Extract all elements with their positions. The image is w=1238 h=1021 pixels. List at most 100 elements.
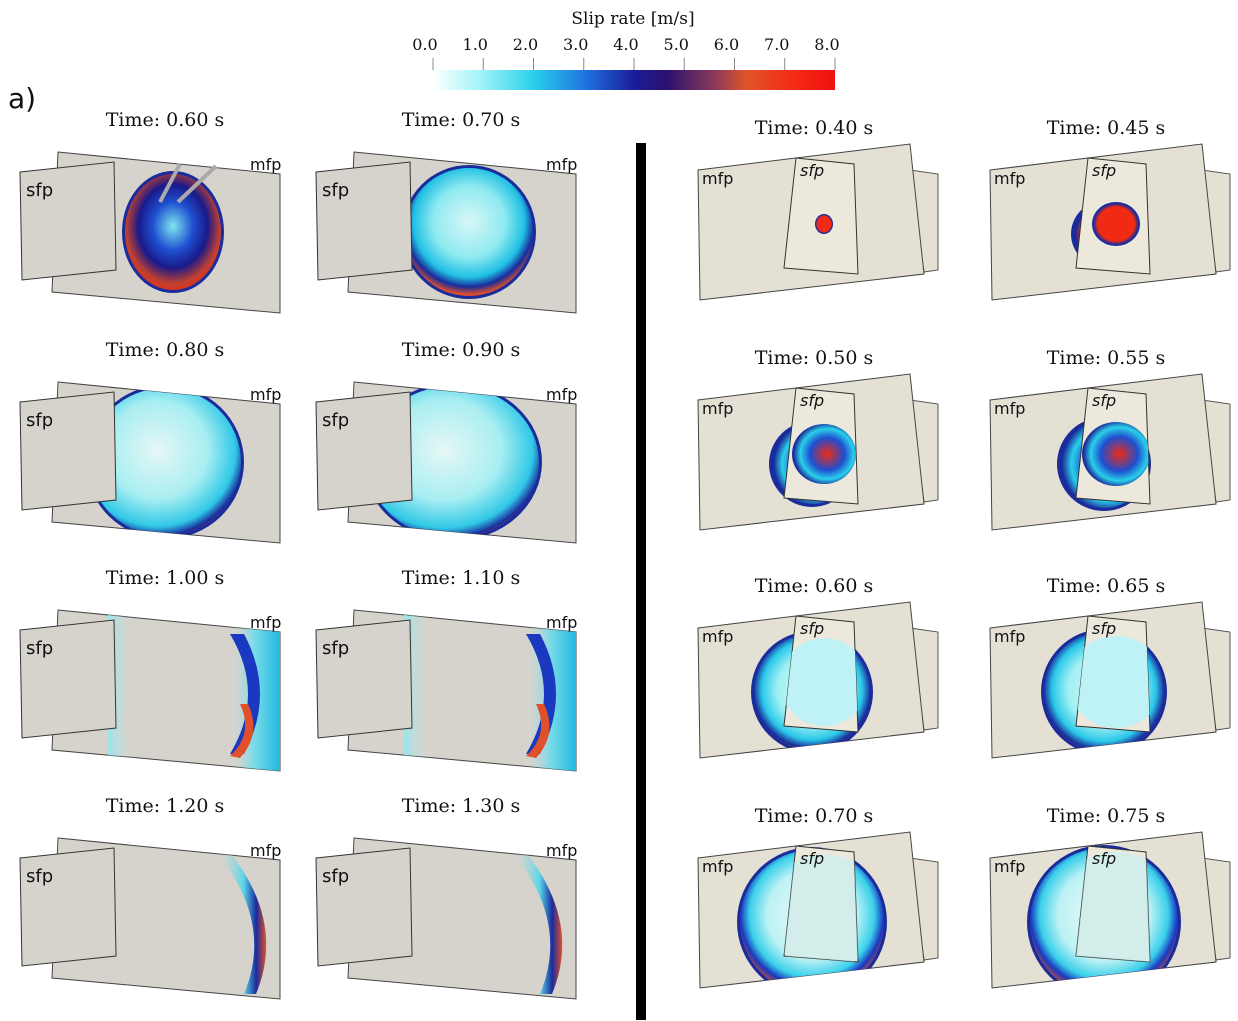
mfp-label: mfp: [546, 385, 577, 404]
snapshot-panel: Time: 0.60 s mfp sfp: [19, 109, 281, 314]
sfp-label: sfp: [322, 866, 349, 887]
mfp-label: mfp: [702, 399, 733, 418]
sfp-rupture: [784, 854, 858, 962]
colorbar-tick-label: 6.0: [714, 35, 739, 54]
snapshot-panel: Time: 1.20 s mfp sfp: [19, 795, 281, 1000]
mfp-label: mfp: [250, 613, 281, 632]
colorbar-tick-label: 8.0: [814, 35, 839, 54]
sfp-rupture: [1076, 852, 1150, 962]
sfp-rupture: [1082, 422, 1150, 486]
snapshot-panel: Time: 0.90 s mfp sfp: [315, 339, 577, 544]
sfp-rupture-area: [784, 854, 858, 962]
sfp-label: sfp: [800, 849, 824, 868]
time-label: Time: 1.00 s: [106, 567, 225, 589]
mfp-label: mfp: [994, 399, 1025, 418]
snapshot-panel: Time: 0.55 s mfp sfp: [989, 347, 1231, 531]
time-label: Time: 0.55 s: [1047, 347, 1166, 369]
colorbar-gradient: [433, 70, 835, 90]
secondary-fault-plane: [315, 161, 413, 281]
sfp-rupture: [815, 214, 833, 234]
sfp-label: sfp: [322, 410, 349, 431]
rupture-area: [125, 174, 221, 290]
mfp-label: mfp: [702, 857, 733, 876]
time-label: Time: 1.10 s: [402, 567, 521, 589]
time-label: Time: 0.65 s: [1047, 575, 1166, 597]
sfp-label: sfp: [26, 180, 53, 201]
snapshot-panel: Time: 0.40 s mfp sfp: [697, 117, 939, 301]
rupture-area: [405, 168, 533, 296]
time-label: Time: 0.70 s: [755, 805, 874, 827]
panel-label: a): [8, 82, 36, 115]
sfp-rupture-area: [1076, 852, 1150, 962]
secondary-fault-plane: [315, 391, 413, 511]
mfp-label: mfp: [250, 385, 281, 404]
rupture-edge-hot: [230, 704, 254, 758]
time-label: Time: 0.60 s: [755, 575, 874, 597]
time-label: Time: 0.50 s: [755, 347, 874, 369]
mfp-label: mfp: [546, 155, 577, 174]
sfp-rupture-area: [784, 638, 858, 726]
rupture-edge: [512, 850, 563, 994]
sfp-label: sfp: [322, 638, 349, 659]
colorbar-tick-label: 0.0: [412, 35, 437, 54]
mfp-label: mfp: [994, 857, 1025, 876]
mfp-label: mfp: [994, 627, 1025, 646]
mfp-label: mfp: [250, 841, 281, 860]
secondary-fault-plane: [19, 847, 117, 967]
snapshot-panel: Time: 1.10 s mfp sfp: [315, 567, 577, 772]
secondary-fault-plane: [315, 619, 413, 739]
sfp-label: sfp: [322, 180, 349, 201]
group-divider: [636, 143, 646, 1020]
mfp-label: mfp: [546, 613, 577, 632]
rupture-front: [512, 850, 563, 994]
sfp-label: sfp: [1092, 619, 1116, 638]
sfp-rupture-area: [1082, 422, 1150, 486]
colorbar-tick-label: 7.0: [764, 35, 789, 54]
snapshot-panel: Time: 0.65 s mfp sfp: [989, 575, 1231, 759]
sfp-label: sfp: [26, 638, 53, 659]
colorbar-tick-label: 5.0: [664, 35, 689, 54]
time-label: Time: 0.70 s: [402, 109, 521, 131]
mfp-label: mfp: [702, 169, 733, 188]
mfp-label: mfp: [994, 169, 1025, 188]
sfp-rupture: [792, 424, 856, 484]
mfp-label: mfp: [702, 627, 733, 646]
sfp-label: sfp: [800, 161, 824, 180]
time-label: Time: 0.45 s: [1047, 117, 1166, 139]
sfp-rupture-area: [792, 424, 856, 484]
sfp-rupture-area: [815, 214, 833, 234]
annotation-arrow: [176, 164, 218, 204]
time-label: Time: 0.75 s: [1047, 805, 1166, 827]
rupture-edge-hot: [526, 704, 550, 758]
mfp-label: mfp: [250, 155, 281, 174]
secondary-fault-plane: [19, 161, 117, 281]
snapshot-panel: Time: 0.70 s mfp sfp: [315, 109, 577, 314]
annotation-arrow: [158, 163, 182, 203]
sfp-label: sfp: [1092, 391, 1116, 410]
rupture-front: [122, 171, 224, 293]
time-label: Time: 1.30 s: [402, 795, 521, 817]
rupture-front: [108, 610, 280, 771]
rupture-front: [216, 850, 267, 994]
snapshot-panel: Time: 0.75 s mfp sfp: [989, 805, 1231, 989]
snapshot-panel: Time: 1.00 s mfp sfp: [19, 567, 281, 772]
snapshot-panel: Time: 1.30 s mfp sfp: [315, 795, 577, 1000]
rupture-edge: [216, 850, 267, 994]
rupture-front: [402, 165, 536, 299]
sfp-label: sfp: [1092, 161, 1116, 180]
snapshot-panel: Time: 0.70 s mfp sfp: [697, 805, 939, 989]
sfp-rupture: [1092, 202, 1140, 246]
colorbar-title: Slip rate [m/s]: [571, 9, 694, 29]
sfp-rupture-area: [1092, 202, 1140, 246]
colorbar-ticks: 0.0 1.0 2.0 3.0 4.0 5.0 6.0 7.0 8.0: [412, 35, 840, 70]
rupture-area: [89, 388, 241, 536]
sfp-label: sfp: [26, 410, 53, 431]
rupture-front: [404, 610, 576, 771]
rupture-front: [86, 385, 244, 539]
sfp-label: sfp: [800, 391, 824, 410]
sfp-rupture-area: [1076, 636, 1150, 728]
snapshot-panel: Time: 0.60 s mfp sfp: [697, 575, 939, 759]
